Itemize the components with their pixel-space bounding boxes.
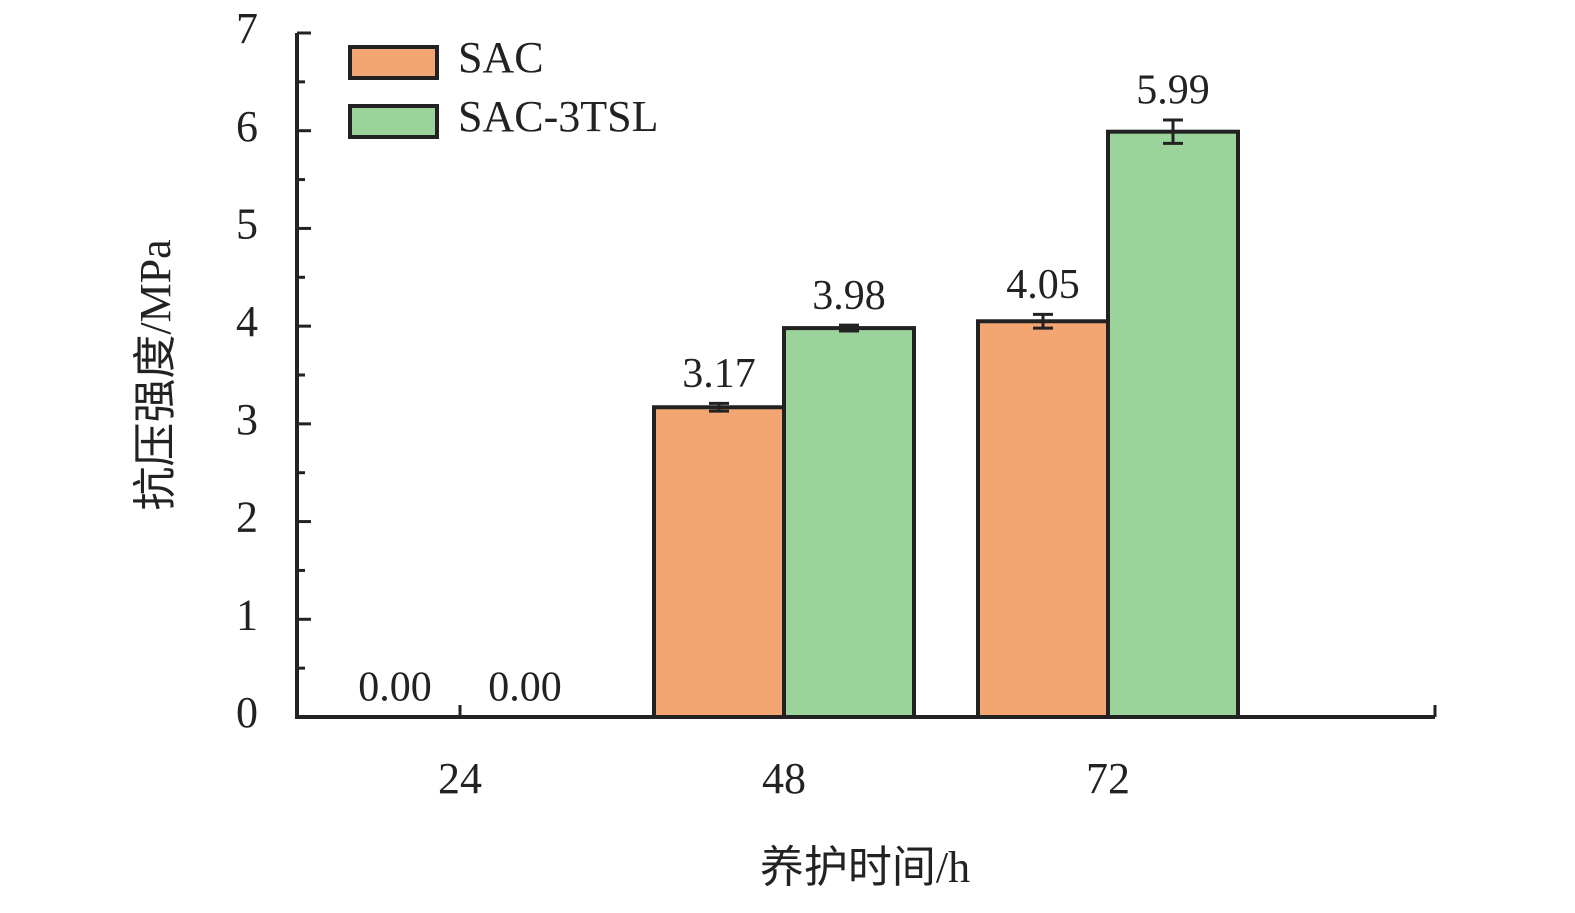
legend-label: SAC	[458, 33, 544, 82]
y-tick-label: 2	[236, 493, 258, 542]
error-bar	[709, 401, 729, 413]
bar	[1106, 129, 1240, 720]
x-tick-label: 24	[438, 754, 482, 803]
y-tick-label: 3	[236, 395, 258, 444]
y-tick-label: 6	[236, 102, 258, 151]
error-bar	[839, 323, 859, 333]
y-tick-label: 7	[236, 4, 258, 53]
y-axis-title: 抗压强度/MPa	[131, 239, 180, 510]
y-tick-label: 0	[236, 688, 258, 737]
y-tick-label: 4	[236, 297, 258, 346]
x-tick-label: 48	[762, 754, 806, 803]
legend-swatch	[348, 104, 439, 139]
value-label: 5.99	[1136, 68, 1210, 114]
x-axis-title: 养护时间/h	[760, 843, 970, 892]
y-tick-label: 5	[236, 200, 258, 249]
bar	[976, 319, 1110, 719]
bar	[782, 326, 916, 719]
value-label: 3.98	[812, 273, 886, 319]
value-label: 4.05	[1006, 262, 1080, 308]
value-label: 3.17	[682, 351, 756, 397]
error-bar	[1033, 312, 1053, 330]
legend-label: SAC-3TSL	[458, 92, 658, 141]
error-bar	[1163, 118, 1183, 145]
x-tick-label: 72	[1086, 754, 1130, 803]
y-tick-label: 1	[236, 590, 258, 639]
value-label: 0.00	[358, 665, 432, 711]
value-label: 0.00	[488, 665, 562, 711]
bar	[652, 405, 786, 719]
legend-swatch	[348, 45, 439, 80]
